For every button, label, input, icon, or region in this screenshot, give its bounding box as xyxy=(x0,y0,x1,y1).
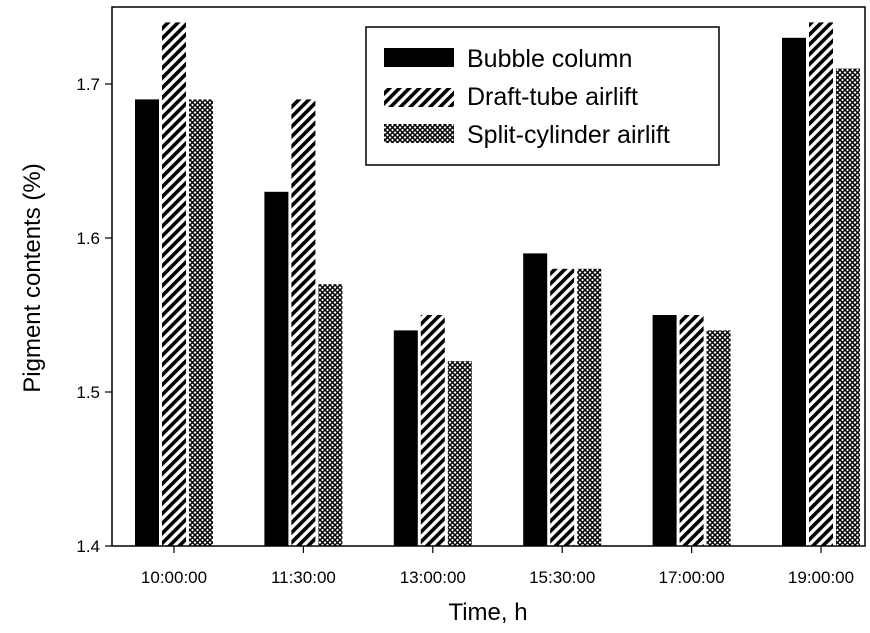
ticks-layer: 10:00:00 11:30:00 13:00:00 15:30:00 17:00:00… xyxy=(76,75,854,587)
bars-layer xyxy=(135,22,860,547)
legend-label-split-cylinder-airlift: Split-cylinder airlift xyxy=(467,121,670,149)
y-tick-label: 1.5 xyxy=(76,383,100,402)
bar-split-cylinder-airlift-17-00-00 xyxy=(706,330,731,546)
bar-draft-tube-airlift-17-00-00 xyxy=(679,315,704,546)
x-tick-label: 11:30:00 xyxy=(271,568,336,587)
x-tick-label: 10:00:00 xyxy=(141,568,207,587)
x-tick-label: 15:30:00 xyxy=(529,568,595,587)
legend-swatch-bubble-column xyxy=(384,48,454,67)
bar-split-cylinder-airlift-10-00-00 xyxy=(189,99,213,547)
bar-draft-tube-airlift-11-30-00 xyxy=(291,99,316,547)
x-axis-title: Time, h xyxy=(448,599,527,626)
x-tick-label: 13:00:00 xyxy=(400,568,466,587)
y-tick-label: 1.6 xyxy=(76,229,100,248)
bar-draft-tube-airlift-10-00-00 xyxy=(162,22,186,546)
y-tick-label: 1.4 xyxy=(76,537,100,556)
bar-bubble-column-11-30-00 xyxy=(264,191,289,547)
legend-swatch-split-cylinder-airlift xyxy=(384,124,454,143)
bar-draft-tube-airlift-13-00-00 xyxy=(420,315,445,546)
y-axis-title: Pigment contents (%) xyxy=(19,163,46,392)
bar-draft-tube-airlift-15-30-00 xyxy=(550,268,575,546)
bar-split-cylinder-airlift-13-00-00 xyxy=(447,361,472,546)
legend-label-draft-tube-airlift: Draft-tube airlift xyxy=(467,83,638,111)
bar-split-cylinder-airlift-11-30-00 xyxy=(318,284,343,546)
legend-label-bubble-column: Bubble column xyxy=(467,45,632,73)
bar-bubble-column-10-00-00 xyxy=(135,99,159,547)
x-tick-label: 17:00:00 xyxy=(659,568,725,587)
bar-bubble-column-13-00-00 xyxy=(393,330,418,546)
legend: Bubble column Draft-tube airlift Split-c… xyxy=(365,26,720,166)
bar-bubble-column-17-00-00 xyxy=(652,315,677,546)
plot-frame xyxy=(111,6,866,547)
bar-draft-tube-airlift-19-00-00 xyxy=(809,22,833,546)
bar-bubble-column-19-00-00 xyxy=(782,37,806,547)
x-tick-label: 19:00:00 xyxy=(788,568,854,587)
bar-split-cylinder-airlift-19-00-00 xyxy=(836,68,860,546)
bar-split-cylinder-airlift-15-30-00 xyxy=(577,268,602,546)
bar-bubble-column-15-30-00 xyxy=(523,253,548,546)
y-tick-label: 1.7 xyxy=(76,75,100,94)
legend-swatch-draft-tube-airlift xyxy=(384,88,454,107)
